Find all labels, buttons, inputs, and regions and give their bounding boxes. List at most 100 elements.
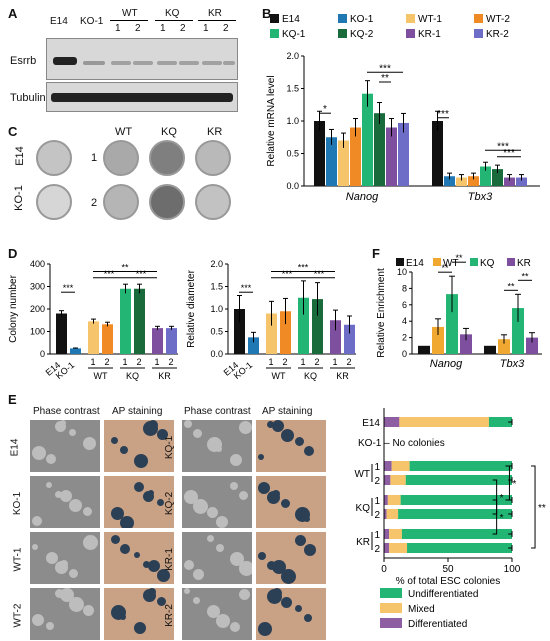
bar: [120, 288, 131, 354]
bar: [330, 320, 341, 354]
colony: [295, 605, 302, 612]
bar-segment: [384, 509, 387, 519]
panel-label-d: D: [8, 246, 18, 261]
row-label: WT-2: [12, 603, 24, 628]
colony: [184, 420, 192, 428]
group-label: KR: [356, 537, 370, 548]
y-tick-label: 4: [402, 316, 407, 326]
row-label: 1: [374, 496, 380, 507]
colony: [69, 597, 84, 612]
x-tick-label: 0: [381, 564, 387, 575]
y-tick-label: 2.0: [210, 259, 223, 269]
colony: [216, 544, 224, 552]
sig-mark: ***: [497, 141, 509, 152]
bar-segment: [384, 495, 388, 505]
bar-segment: [384, 475, 391, 485]
ap-staining-image: [256, 420, 326, 472]
colony: [207, 605, 220, 618]
colony: [111, 437, 118, 444]
x-tick-label: 2: [282, 357, 287, 367]
legend-swatch: [474, 29, 483, 38]
bar: [152, 328, 163, 354]
bar-segment: [384, 417, 400, 427]
sig-mark: ***: [136, 269, 147, 279]
bar-segment: [390, 475, 406, 485]
x-tick-label: 1: [90, 357, 95, 367]
ap-staining-image: [104, 532, 174, 584]
row-label: 1: [374, 530, 380, 541]
colony: [69, 429, 76, 436]
bar: [234, 309, 245, 354]
x-tick-label: 2: [314, 357, 319, 367]
sig-mark: *: [500, 513, 504, 524]
colony: [134, 622, 146, 634]
row-esrrb: Esrrb: [10, 55, 37, 67]
ap-staining-image: [104, 476, 174, 528]
colony: [60, 490, 72, 502]
sig-mark: **: [121, 263, 129, 273]
bar: [362, 93, 373, 186]
colony: [216, 614, 230, 628]
dish-image: [103, 184, 139, 220]
bar: [484, 345, 496, 354]
lane-num: 2: [223, 23, 229, 34]
bar: [314, 121, 325, 186]
colony: [239, 491, 248, 500]
legend-label: Differentiated: [408, 619, 467, 630]
bar: [70, 348, 81, 354]
y-tick-label: 0.5: [210, 327, 223, 337]
colony: [193, 569, 204, 580]
lane-num: 2: [135, 23, 141, 34]
sig-mark: **: [521, 271, 529, 281]
lane-num: 1: [160, 23, 166, 34]
y-axis-label: Colony number: [8, 274, 19, 342]
colony: [258, 482, 270, 494]
y-tick-label: 10: [397, 267, 407, 277]
colony: [207, 535, 214, 542]
legend-label: KO-1: [350, 14, 374, 25]
x-tick-label: 2: [104, 357, 109, 367]
colony: [304, 446, 314, 456]
bar: [446, 294, 458, 354]
row-label: E14: [362, 418, 380, 429]
colony: [267, 491, 280, 504]
bar: [280, 311, 291, 354]
lane-num: 1: [115, 23, 121, 34]
colony: [157, 499, 164, 506]
bar: [374, 113, 385, 186]
lane-num: 1: [203, 23, 209, 34]
bar-segment: [488, 417, 512, 427]
colony: [83, 605, 94, 616]
legend-swatch: [474, 14, 483, 23]
header-ap-staining: AP staining: [112, 406, 163, 417]
row-label: KQ-1: [164, 435, 176, 460]
bar: [386, 127, 397, 186]
legend-label: KQ: [480, 258, 495, 269]
sig-mark: ***: [241, 283, 252, 293]
sig-mark: **: [538, 503, 546, 514]
dish-image: [149, 140, 185, 176]
sig-mark: ***: [314, 269, 325, 279]
sig-bracket: [505, 465, 510, 501]
bar: [504, 177, 515, 186]
sig-mark: *: [323, 104, 327, 115]
legend-label: WT: [443, 258, 459, 269]
bar-segment: [400, 495, 512, 505]
legend-swatch: [396, 258, 404, 266]
group-kq: KQ: [165, 8, 180, 19]
bar: [516, 177, 527, 186]
phase-contrast-image: [30, 588, 100, 640]
ap-staining-image: [104, 420, 174, 472]
colony: [120, 614, 126, 620]
sig-bracket: [492, 499, 498, 535]
bar: [480, 166, 491, 186]
y-tick-label: 300: [30, 282, 45, 292]
bar: [88, 321, 99, 354]
bar: [248, 337, 259, 354]
colony: [46, 552, 58, 564]
dish-row-e14: E14: [13, 146, 26, 166]
colony: [120, 516, 134, 528]
colony: [55, 589, 64, 598]
legend-swatch: [406, 29, 415, 38]
bar: [298, 297, 309, 354]
